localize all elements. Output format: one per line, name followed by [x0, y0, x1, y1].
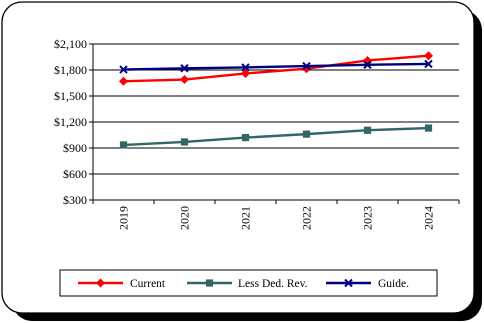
data-point-square: [363, 126, 372, 134]
x-marker-stroke: [344, 278, 353, 288]
data-point-x: [180, 64, 189, 73]
data-point-square: [241, 134, 250, 142]
data-point-x: [119, 65, 128, 74]
x-tick-label: 2019: [117, 206, 131, 230]
x-tick-label: 2024: [422, 206, 436, 230]
y-tick-label: $600: [63, 167, 87, 181]
x-marker-stroke: [302, 61, 311, 71]
data-point-x: [344, 278, 353, 288]
data-point-diamond: [241, 68, 250, 78]
data-point-square: [180, 138, 189, 146]
x-tick-label: 2023: [361, 206, 375, 230]
data-point-x: [424, 59, 433, 69]
data-point-diamond: [96, 278, 105, 288]
y-tick-label: $2,100: [54, 37, 87, 51]
data-point-diamond: [424, 51, 433, 61]
y-tick-label: $900: [63, 141, 87, 155]
data-point-diamond: [119, 76, 128, 86]
series-line-2: [123, 62, 429, 71]
frame-border: [1, 1, 475, 314]
x-marker-stroke: [119, 65, 128, 74]
x-tick-label: 2021: [239, 206, 253, 230]
data-point-x: [363, 60, 372, 70]
series-line-1: [123, 126, 429, 147]
data-point-diamond: [180, 75, 189, 85]
data-point-square: [205, 279, 214, 287]
legend: Current Less Ded. Rev. Guide.: [59, 269, 438, 297]
data-point-square: [424, 124, 433, 132]
y-tick-label: $1,200: [54, 115, 87, 129]
legend-label: Current: [130, 278, 166, 290]
y-tick-label: $1,500: [54, 89, 87, 103]
data-point-x: [302, 61, 311, 71]
y-tick-label: $300: [63, 193, 87, 207]
x-marker-stroke: [363, 60, 372, 70]
plot-area: $300 $600 $900 $1,200 $1,500 $1,800 $2,100 2019…: [54, 37, 460, 230]
x-marker-stroke: [241, 63, 250, 72]
data-point-x: [241, 63, 250, 72]
data-point-square: [119, 141, 128, 149]
legend-label: Guide.: [378, 278, 409, 290]
x-marker-stroke: [424, 59, 433, 69]
x-marker-stroke: [180, 64, 189, 73]
y-tick-label: $1,800: [54, 63, 87, 77]
x-tick-label: 2022: [300, 206, 314, 230]
data-point-square: [302, 130, 311, 138]
legend-label: Less Ded. Rev.: [238, 278, 308, 290]
series-line-0: [123, 54, 429, 83]
x-tick-label: 2020: [178, 206, 192, 230]
